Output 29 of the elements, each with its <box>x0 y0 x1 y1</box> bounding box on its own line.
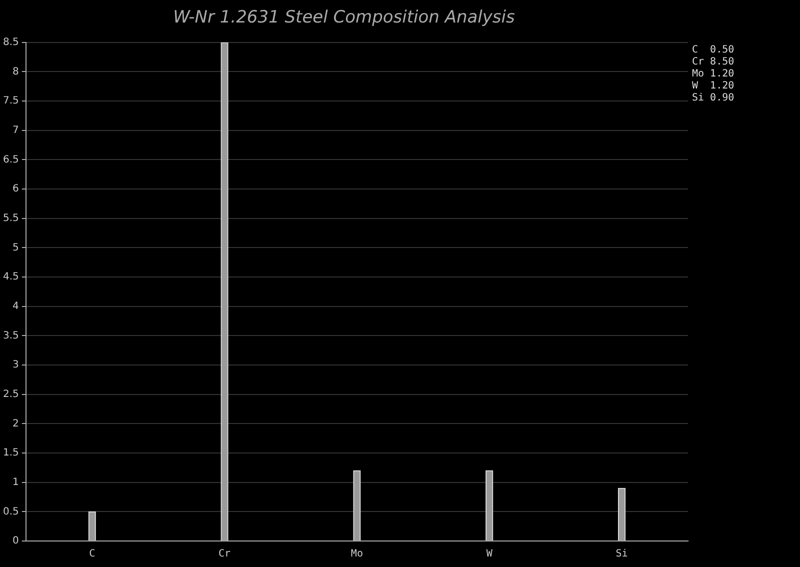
y-tick-label: 1 <box>12 476 19 488</box>
text: Si 0.90 <box>692 92 734 104</box>
y-tick-label: 4 <box>12 300 19 312</box>
y-tick-label: 7 <box>12 124 19 136</box>
y-tick-label: 1.5 <box>2 448 19 459</box>
y-tick-label: 4.5 <box>2 272 19 283</box>
y-tick-label: 3.5 <box>2 330 19 342</box>
x-tick-label: Mo <box>350 548 363 560</box>
chart-title: W-Nr 1.2631 Steel Composition Analysis <box>173 8 516 28</box>
y-tick-label: 0 <box>12 536 19 547</box>
y-tick-label: 3 <box>12 360 19 371</box>
y-tick-label: 5.5 <box>2 212 19 224</box>
text: Cr 8.50 <box>692 56 734 68</box>
y-tick-label: 0.5 <box>2 506 19 518</box>
x-tick-label: W <box>486 548 494 560</box>
text: C 0.50 <box>692 44 734 56</box>
y-tick-label: 2.5 <box>2 388 19 400</box>
y-tick-label: 5 <box>12 242 19 254</box>
y-tick-label: 7.5 <box>2 96 19 107</box>
y-tick-label: 8.5 <box>2 36 19 48</box>
x-tick-label: Si <box>616 548 628 560</box>
y-tick-label: 6.5 <box>2 154 19 166</box>
text: Mo 1.20 <box>692 68 734 80</box>
x-tick-label: C <box>89 548 96 560</box>
text: W 1.20 <box>692 80 734 92</box>
x-tick-label: Cr <box>218 548 231 560</box>
y-tick-label: 2 <box>12 418 19 430</box>
y-tick-label: 8 <box>12 66 19 78</box>
y-tick-label: 6 <box>12 184 19 195</box>
